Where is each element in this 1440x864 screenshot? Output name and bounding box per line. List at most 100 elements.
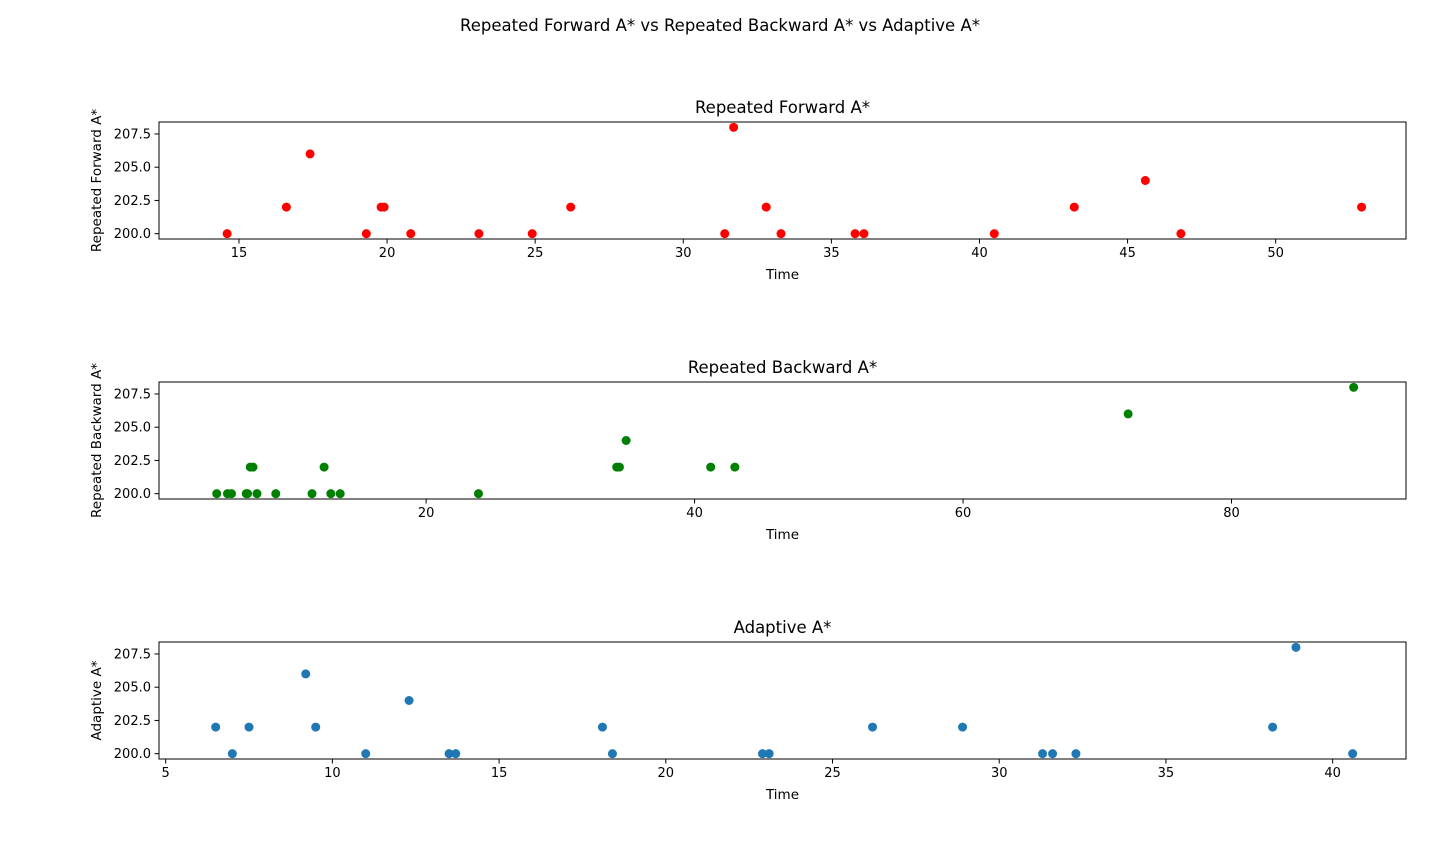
panel-3-x-tick-label: 5	[162, 766, 170, 781]
panel-1-point	[729, 122, 739, 132]
panel-2-x-tick-label: 20	[418, 506, 435, 521]
panel-2-point	[271, 489, 281, 499]
panel-2-point	[243, 489, 253, 499]
panel-1-point	[850, 229, 860, 239]
panel-3-point	[451, 749, 461, 759]
panel-1-frame	[158, 121, 1407, 240]
panel-1-x-tick-label: 45	[1119, 246, 1136, 261]
panel-1-point	[379, 202, 389, 212]
figure-suptitle: Repeated Forward A* vs Repeated Backward…	[460, 16, 980, 35]
panel-1: Repeated Forward A* 15 20 25 30 35 40 45 50 200.0…	[89, 98, 1407, 283]
panel-2-y-tick-label: 200.0	[114, 487, 151, 502]
panel-3-x-tick-label: 20	[658, 766, 675, 781]
panel-2-point	[248, 462, 258, 472]
panel-1-x-tick-label: 50	[1267, 246, 1284, 261]
panel-2-x-tick-label: 40	[686, 506, 703, 521]
panel-2-point	[319, 462, 329, 472]
panel-2-frame	[158, 381, 1407, 500]
panel-2-point	[307, 489, 317, 499]
panel-2-point	[621, 436, 631, 445]
panel-2-point	[706, 462, 716, 472]
panel-3-point	[868, 722, 878, 732]
panel-3-point	[301, 669, 311, 679]
panel-1-y-tick-label: 205.0	[114, 161, 151, 176]
panel-1-point	[859, 229, 869, 239]
panel-1-point	[720, 229, 730, 239]
panel-1-x-tick-label: 40	[971, 246, 988, 261]
panel-1-title: Repeated Forward A*	[695, 98, 870, 117]
panel-3-point	[1071, 749, 1081, 759]
panel-2-xlabel: Time	[765, 527, 799, 543]
panel-3-point	[764, 749, 774, 759]
panel-1-point	[1357, 202, 1367, 212]
panel-2-point	[252, 489, 262, 499]
panel-2-y-tick-label: 207.5	[114, 387, 151, 402]
panel-1-xlabel: Time	[765, 267, 799, 283]
panel-1-y-tick-label: 202.5	[114, 194, 151, 209]
panel-3-point	[1291, 642, 1301, 652]
panel-3-point	[311, 722, 321, 732]
panel-1-x-tick-label: 35	[823, 246, 840, 261]
panel-3-y-tick-label: 205.0	[114, 681, 151, 696]
panel-1-y-tick-label: 207.5	[114, 127, 151, 142]
panel-2: Repeated Backward A* 20 40 60 80 200.0 202.5 20…	[89, 358, 1407, 543]
panel-1-point	[1069, 202, 1079, 212]
panel-1-point	[406, 229, 416, 239]
panel-2-point	[473, 489, 483, 499]
panel-1-point	[776, 229, 786, 239]
panel-1-x-tick-label: 15	[231, 246, 248, 261]
panel-3-x-tick-label: 35	[1158, 766, 1175, 781]
panel-1-point	[305, 149, 315, 159]
panel-3: Adaptive A* 5 10 15 20 25 30 35 40 200.0 202.5 205.…	[89, 618, 1407, 803]
panel-3-point	[211, 722, 221, 732]
panel-1-point	[222, 229, 232, 239]
panel-3-x-tick-label: 15	[491, 766, 508, 781]
panel-2-x-tick-label: 80	[1223, 506, 1240, 521]
panel-1-point	[761, 202, 771, 212]
panel-3-x-tick-label: 10	[324, 766, 341, 781]
panel-3-point	[1348, 749, 1358, 759]
panel-3-point	[597, 722, 607, 732]
panel-2-x-tick-label: 60	[955, 506, 972, 521]
panel-3-point	[1038, 749, 1048, 759]
panel-1-x-tick-label: 20	[379, 246, 396, 261]
panel-3-point	[958, 722, 968, 732]
panel-3-frame	[158, 641, 1407, 760]
panel-3-point	[227, 749, 237, 759]
panel-2-ylabel: Repeated Backward A*	[89, 363, 105, 518]
panel-3-xlabel: Time	[765, 787, 799, 803]
panel-1-point	[474, 229, 484, 239]
panel-1-point	[566, 202, 576, 212]
panel-2-point	[1349, 382, 1359, 392]
panel-1-ylabel: Repeated Forward A*	[89, 109, 105, 253]
panel-2-point	[335, 489, 345, 499]
panel-2-point	[212, 489, 222, 499]
panel-3-x-tick-label: 25	[824, 766, 841, 781]
panel-2-y-tick-label: 205.0	[114, 421, 151, 436]
panel-3-y-tick-label: 207.5	[114, 647, 151, 662]
panel-1-point	[989, 229, 999, 239]
panel-1-x-tick-label: 25	[527, 246, 544, 261]
panel-3-x-tick-label: 40	[1324, 766, 1341, 781]
panel-1-point	[1140, 176, 1150, 185]
panel-3-point	[244, 722, 254, 732]
panel-1-point	[361, 229, 371, 239]
panel-3-point	[1048, 749, 1058, 759]
panel-3-point	[444, 749, 454, 759]
panel-3-x-tick-label: 30	[991, 766, 1008, 781]
panel-1-point	[1176, 229, 1186, 239]
panel-1-y-tick-label: 200.0	[114, 227, 151, 242]
panel-3-ylabel: Adaptive A*	[89, 660, 105, 740]
panel-2-point	[730, 462, 740, 472]
panel-1-x-tick-label: 30	[675, 246, 692, 261]
panel-3-y-tick-label: 200.0	[114, 747, 151, 762]
panel-3-point	[607, 749, 617, 759]
panel-3-point	[404, 696, 414, 705]
panel-3-y-tick-label: 202.5	[114, 714, 151, 729]
panel-3-point	[757, 749, 767, 759]
panel-2-point	[1123, 409, 1133, 419]
panel-1-point	[281, 202, 291, 212]
panel-3-point	[361, 749, 371, 759]
panel-2-y-tick-label: 202.5	[114, 454, 151, 469]
